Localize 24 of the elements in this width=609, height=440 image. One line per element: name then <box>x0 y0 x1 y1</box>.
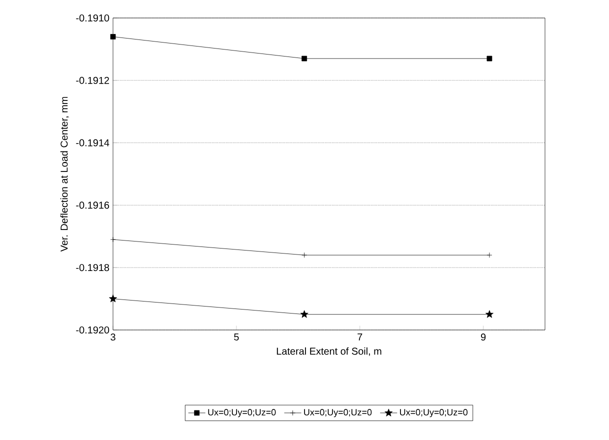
point <box>109 294 117 302</box>
y-tick-label: -0.1912 <box>76 76 109 84</box>
legend-label: Ux=0;Uy=0;Uz=0 <box>400 409 468 418</box>
point <box>302 252 308 258</box>
point <box>486 56 492 62</box>
point <box>485 310 494 318</box>
y-axis-title: Ver. Deflection at Load Center, mm <box>60 96 69 252</box>
x-tick-label: 3 <box>110 334 116 341</box>
y-tick-label: -0.1914 <box>76 139 110 146</box>
y-tick-label: -0.1916 <box>76 202 110 209</box>
x-axis-title: Lateral Extent of Soil, m <box>276 347 382 356</box>
point <box>110 34 116 40</box>
y-tick-label: -0.1920 <box>76 326 110 334</box>
y-tick-label: -0.1910 <box>76 14 110 22</box>
legend-label: Ux=0;Uy=0;Uz=0 <box>208 409 276 418</box>
legend-label: Ux=0;Uy=0;Uz=0 <box>304 409 372 418</box>
y-tick-label: -0.1918 <box>76 264 110 272</box>
point <box>110 236 116 242</box>
x-tick-label: 9 <box>480 334 486 341</box>
x-tick-label: 5 <box>234 334 239 340</box>
point <box>302 56 308 62</box>
x-tick-label: 7 <box>358 334 362 340</box>
point <box>486 252 492 258</box>
point <box>300 310 308 318</box>
